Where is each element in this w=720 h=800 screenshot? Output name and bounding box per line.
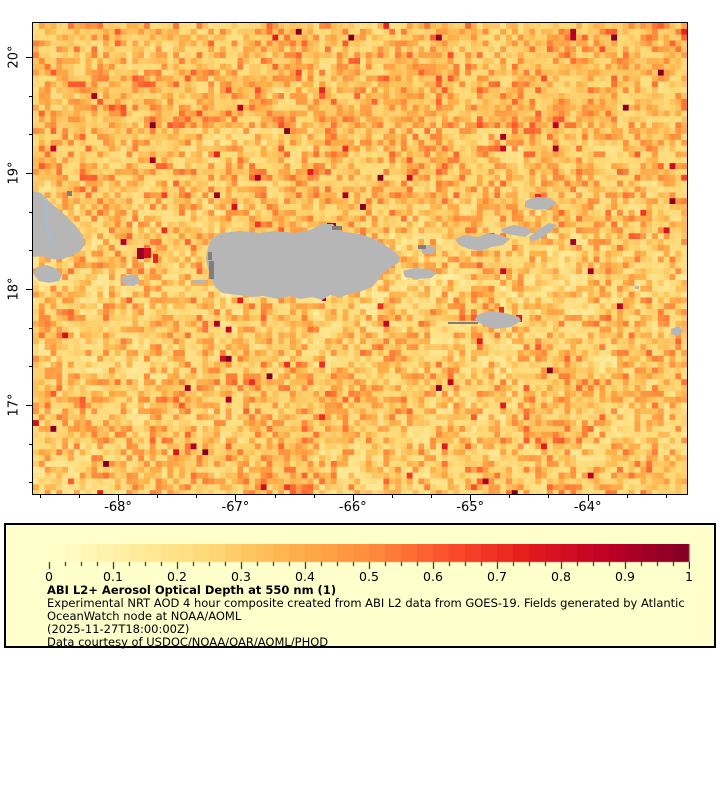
y-minor-tick — [29, 443, 33, 445]
colorbar — [48, 544, 690, 571]
x-minor-tick — [39, 494, 41, 498]
x-minor-tick — [626, 494, 628, 498]
y-major-tick — [26, 173, 33, 174]
x-minor-tick — [391, 494, 393, 498]
x-major-tick — [587, 494, 589, 501]
x-tick-label: -68° — [104, 500, 132, 515]
y-minor-tick — [29, 250, 33, 252]
colorbar-tick-label: 0.9 — [615, 569, 635, 584]
x-minor-tick — [157, 494, 159, 498]
x-minor-tick — [665, 494, 667, 498]
colorbar-tick-label: 0.8 — [551, 569, 571, 584]
colorbar-tick-label: 0.2 — [167, 569, 187, 584]
x-minor-tick — [78, 494, 80, 498]
y-tick-label: 17° — [6, 393, 22, 417]
x-tick-label: -64° — [573, 500, 602, 515]
y-major-tick — [26, 405, 33, 406]
legend-description-line-2: OceanWatch node at NOAA/AOML — [47, 608, 242, 623]
y-minor-tick — [29, 134, 33, 136]
x-minor-tick — [548, 494, 550, 498]
y-minor-tick — [29, 95, 33, 97]
y-minor-tick — [29, 366, 33, 368]
y-tick-label: 18° — [6, 277, 22, 301]
legend-timestamp: (2025-11-27T18:00:00Z) — [47, 621, 190, 636]
colorbar-tick-label: 0.6 — [423, 569, 443, 584]
x-minor-tick — [431, 494, 432, 498]
legend-credit: Data courtesy of USDOC/NOAA/OAR/AOML/PHO… — [47, 634, 329, 649]
map-plot-area — [32, 22, 688, 495]
x-tick-label: -65° — [456, 500, 485, 515]
x-minor-tick — [274, 494, 276, 498]
x-tick-label: -66° — [338, 500, 367, 515]
x-major-tick — [352, 494, 354, 501]
legend-description-line-1: Experimental NRT AOD 4 hour composite cr… — [47, 595, 685, 610]
x-major-tick — [235, 494, 237, 501]
x-major-tick — [118, 494, 119, 501]
legend-panel: 0 0.1 0.2 0.3 0.4 0.5 0.6 0.7 0.8 0.9 1 ABI L2+ Ae… — [4, 523, 716, 648]
colorbar-tick-label: 0.5 — [359, 569, 379, 584]
y-minor-tick — [29, 327, 33, 329]
y-major-tick — [26, 289, 33, 290]
legend-text-block: ABI L2+ Aerosol Optical Depth at 550 nm … — [47, 584, 685, 649]
colorbar-tick-label: 0 — [45, 569, 53, 584]
x-major-tick — [470, 494, 472, 501]
colorbar-tick-label: 0.3 — [231, 569, 251, 584]
aod-raster-map — [33, 23, 687, 494]
x-minor-tick — [196, 494, 198, 498]
y-major-tick — [26, 57, 33, 58]
x-tick-label: -67° — [221, 500, 250, 515]
colorbar-tick-label: 0.4 — [295, 569, 315, 584]
colorbar-tick-label: 0.1 — [103, 569, 123, 584]
colorbar-tick-label: 0.7 — [487, 569, 507, 584]
x-minor-tick — [509, 494, 511, 498]
x-minor-tick — [313, 494, 315, 498]
y-minor-tick — [29, 482, 33, 484]
y-minor-tick — [29, 211, 33, 213]
y-tick-label: 19° — [6, 161, 22, 185]
y-tick-label: 20° — [6, 45, 22, 69]
legend-title: ABI L2+ Aerosol Optical Depth at 550 nm … — [47, 583, 337, 597]
colorbar-tick-label: 1 — [685, 569, 693, 584]
